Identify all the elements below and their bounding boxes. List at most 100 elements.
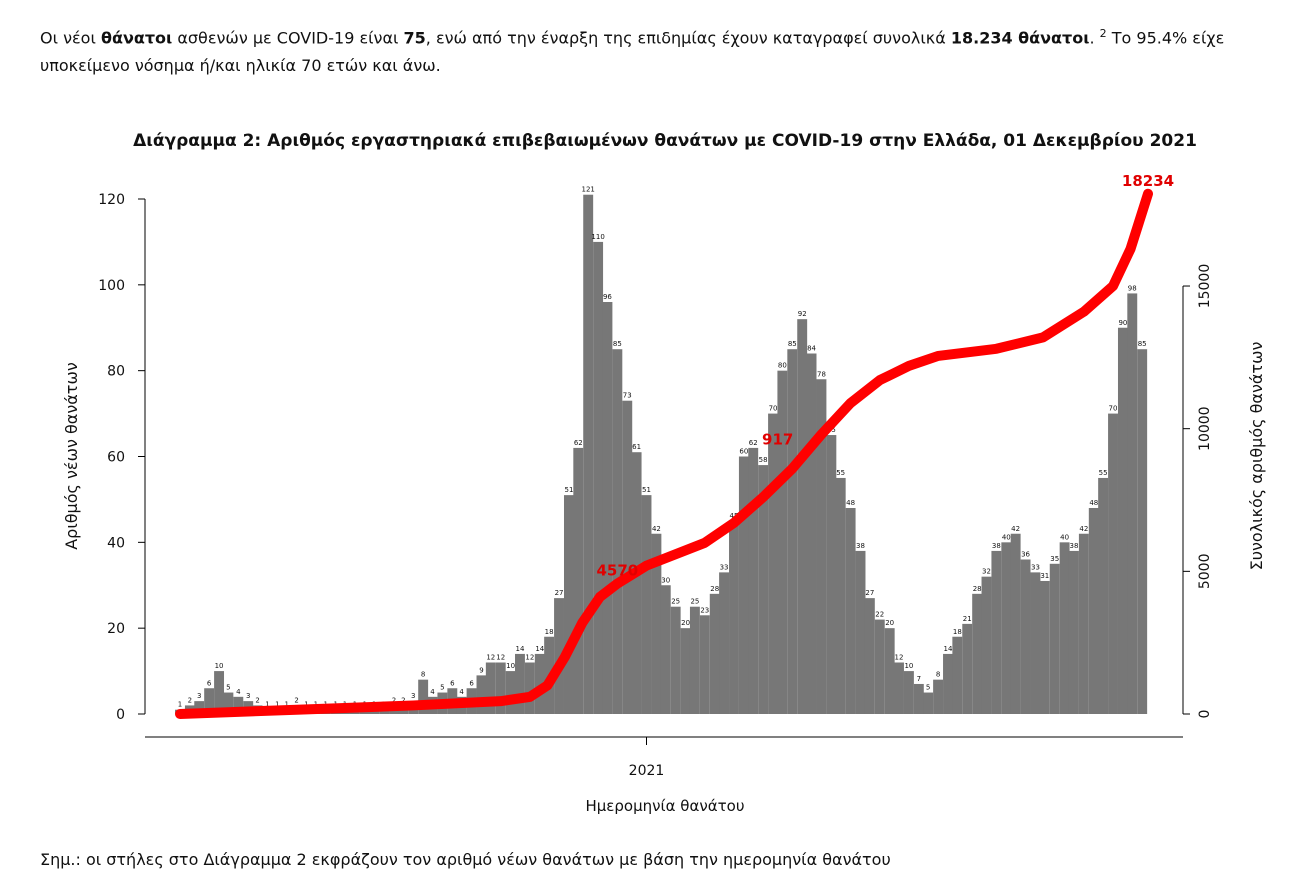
text-run: . [1089,28,1100,48]
bar [962,623,973,714]
bar [816,379,827,714]
bar-value-label: 5 [440,684,444,692]
bar [593,241,604,714]
bar-value-label: 33 [720,563,729,571]
bar [1117,327,1128,714]
y-tick-label: 120 [98,192,125,208]
bar [952,636,963,714]
bar-value-label: 33 [1031,563,1040,571]
bar [418,679,429,714]
bar [894,662,904,714]
bar-value-label: 80 [778,362,787,370]
bar-value-label: 110 [591,233,604,241]
text-run: 75 [403,28,426,48]
bar-value-label: 31 [1040,572,1049,580]
bar [534,653,545,714]
bar [972,593,983,714]
bar-value-label: 5 [226,684,230,692]
bar-value-label: 28 [710,585,719,593]
bar-value-label: 58 [759,456,768,464]
bar-value-label: 14 [535,645,544,653]
y-tick-label: 20 [107,621,125,637]
bar [1030,572,1041,714]
bar [1088,508,1099,714]
bar-value-label: 12 [486,654,495,662]
y2-axis-label: Συνολικός αριθμός θανάτων [1247,342,1266,571]
bar-value-label: 28 [973,585,982,593]
intro-line: Οι νέοι θάνατοι ασθενών με COVID-19 είνα… [40,20,1310,52]
bar [903,671,914,714]
bar [524,662,535,714]
bar-value-label: 3 [246,692,250,700]
bar-value-label: 20 [885,619,894,627]
bar-value-label: 2 [392,696,396,704]
bar-value-label: 51 [642,486,651,494]
intro-text: Οι νέοι θάνατοι ασθενών με COVID-19 είνα… [40,20,1310,80]
bar-value-label: 73 [623,392,632,400]
bar-value-label: 38 [992,542,1001,550]
bar [680,628,691,714]
bar [1078,533,1089,714]
bar-value-label: 10 [506,662,515,670]
text-run: Το 95.4% είχε [1106,28,1225,48]
bar-value-label: 55 [836,469,845,477]
bar [1127,293,1138,714]
chart-title: Διάγραμμα 2: Αριθμός εργαστηριακά επιβεβ… [133,131,1197,151]
bar-value-label: 5 [926,684,930,692]
bar-value-label: 6 [450,679,455,687]
bar-value-label: 4 [236,688,241,696]
bar-value-label: 42 [652,525,661,533]
bar [933,679,944,714]
bar [768,413,779,714]
text-run: , ενώ από την έναρξη της επιδημίας έχουν… [425,28,951,48]
bar-value-label: 2 [188,696,192,704]
bar [1001,542,1012,714]
bar-value-label: 62 [574,439,583,447]
bar [738,456,749,714]
bar [602,302,613,714]
bar [845,508,856,714]
y-tick-label: 80 [107,364,125,380]
bar-value-label: 35 [1050,555,1059,563]
bar-value-label: 38 [1069,542,1078,550]
y2-tick-label: 0 [1197,710,1213,719]
bar [777,370,788,714]
bar [476,675,487,714]
bar [515,653,525,714]
bar-value-label: 8 [421,671,425,679]
bar [826,435,837,714]
cumulative-line [174,188,1154,719]
footnote: Σημ.: οι στήλες στο Διάγραμμα 2 εκφράζου… [40,850,891,869]
bar-value-label: 2 [294,696,298,704]
bar-value-label: 32 [982,568,991,576]
bar-value-label: 78 [817,370,826,378]
bar-value-label: 4 [430,688,435,696]
bar [194,701,205,714]
bar [991,550,1002,714]
text-run: Οι νέοι [40,28,101,48]
bar [233,696,244,714]
bar [981,576,992,714]
y2-tick-label: 10000 [1197,406,1213,451]
y-tick-label: 100 [98,278,125,294]
bar-value-label: 1 [284,701,288,709]
bar [689,606,700,714]
bar [884,628,895,714]
bar-value-label: 36 [1021,551,1030,559]
intro-line: υποκείμενο νόσημα ή/και ηλικία 70 ετών κ… [40,52,1310,80]
bar [622,400,633,714]
x-axis-label: Ημερομηνία θανάτου [585,797,744,815]
bar-value-label: 70 [769,405,778,413]
bar [1049,563,1060,714]
text-run: υποκείμενο νόσημα ή/και ηλικία 70 ετών κ… [40,56,441,76]
bar-value-label: 38 [856,542,865,550]
bar-value-label: 42 [1079,525,1088,533]
bar-value-label: 22 [875,611,884,619]
bar-value-label: 62 [749,439,758,447]
bar [379,709,390,714]
bar-value-label: 1 [178,701,182,709]
y-tick-label: 60 [107,450,125,466]
y2-tick-label: 5000 [1197,554,1213,590]
bar [699,615,710,714]
bar [709,593,720,714]
